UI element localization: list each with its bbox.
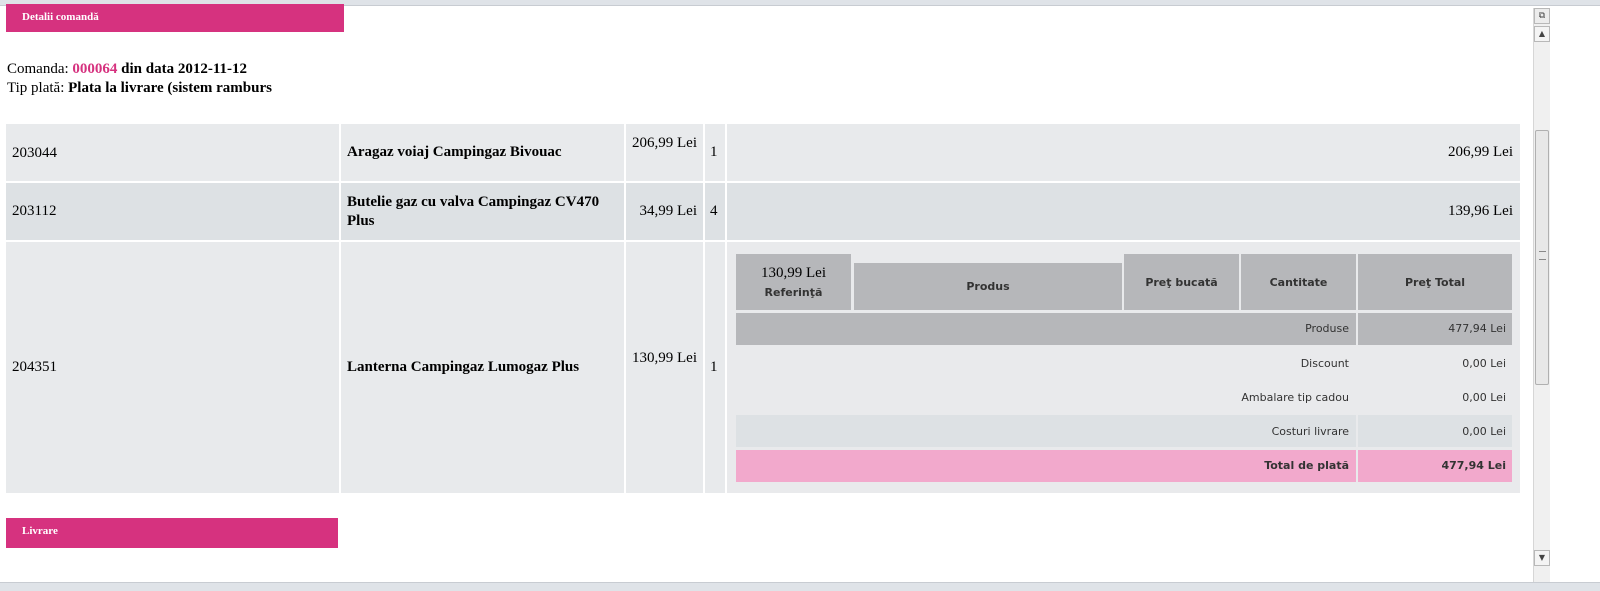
gift-label: Ambalare tip cadou	[1241, 391, 1349, 404]
table-row-3-unit-price: 130,99 Lei	[626, 242, 703, 493]
total-label: Total de plată	[1264, 459, 1349, 472]
table-row-2-total: 139,96 Lei	[727, 183, 1520, 240]
section-header-order-details: Detalii comandă	[6, 4, 344, 32]
table-row-1-product: Aragaz voiaj Campingaz Bivouac	[341, 124, 624, 181]
summary-shipping-value: 0,00 Lei	[1358, 415, 1512, 447]
item-ref: 203044	[12, 145, 57, 161]
item-unit-price: 206,99 Lei	[632, 135, 697, 151]
section-title: Livrare	[22, 525, 58, 537]
item-qty: 1	[710, 144, 718, 160]
scroll-up-button[interactable]: ▲	[1534, 26, 1550, 42]
summary-gift-label: Ambalare tip cadou	[736, 381, 1356, 413]
payment-label: Tip plată:	[7, 80, 69, 96]
table-row-2-unit-price: 34,99 Lei	[626, 183, 703, 240]
total-value: 477,94 Lei	[1441, 459, 1506, 472]
summary-total-label: Total de plată	[736, 450, 1356, 482]
item-product: Butelie gaz cu valva Campingaz CV470 Plu…	[347, 194, 600, 229]
table-header-qty: Cantitate	[1241, 254, 1356, 310]
products-label: Produse	[1305, 322, 1349, 335]
window-top-border	[0, 0, 1600, 6]
table-row-3-product: Lanterna Campingaz Lumogaz Plus	[341, 242, 624, 493]
shipping-label: Costuri livrare	[1271, 425, 1349, 438]
table-header-product: Produs	[854, 263, 1122, 310]
item-unit-price: 130,99 Lei	[632, 350, 697, 366]
products-value: 477,94 Lei	[1448, 322, 1506, 335]
payment-line: Tip plată: Plata la livrare (sistem ramb…	[7, 79, 272, 98]
item-product: Lanterna Campingaz Lumogaz Plus	[347, 359, 580, 375]
grip-icon	[1539, 251, 1546, 260]
table-row-2-qty: 4	[705, 183, 725, 240]
table-header-qty-label: Cantitate	[1269, 275, 1328, 289]
summary-total-value: 477,94 Lei	[1358, 450, 1512, 482]
summary-discount-label: Discount	[736, 347, 1356, 379]
table-header-product-label: Produs	[966, 280, 1010, 293]
item-qty: 4	[710, 203, 718, 219]
shipping-value: 0,00 Lei	[1462, 425, 1506, 438]
order-line: Comanda: 000064 din data 2012-11-12	[7, 60, 272, 79]
item-product: Aragaz voiaj Campingaz Bivouac	[347, 144, 562, 160]
item-total-inline: 130,99 Lei	[761, 265, 826, 281]
discount-value: 0,00 Lei	[1462, 357, 1506, 370]
table-row-1-unit-price: 206,99 Lei	[626, 124, 703, 181]
table-row-3-qty: 1	[705, 242, 725, 493]
vertical-scrollbar[interactable]: ⧉ ▲ ▼	[1533, 8, 1550, 582]
table-header-unit-price-label: Preţ bucată	[1145, 275, 1218, 289]
inner-header-ref-cell: 130,99 Lei Referinţă	[736, 254, 851, 310]
summary-gift-value: 0,00 Lei	[1358, 381, 1512, 413]
item-ref: 203112	[12, 203, 57, 219]
item-total: 206,99 Lei	[1448, 144, 1513, 160]
table-row-3-ref: 204351	[6, 242, 339, 493]
table-row-1-ref: 203044	[6, 124, 339, 181]
item-unit-price: 34,99 Lei	[639, 203, 698, 219]
scroll-down-button[interactable]: ▼	[1534, 550, 1550, 566]
table-header-unit-price: Preţ bucată	[1124, 254, 1239, 310]
section-title: Detalii comandă	[22, 11, 99, 23]
table-row-1-qty: 1	[705, 124, 725, 181]
table-row-1-total: 206,99 Lei	[727, 124, 1520, 181]
table-header-total-label: Preţ Total	[1404, 275, 1466, 289]
order-label: Comanda:	[7, 61, 73, 77]
item-qty: 1	[710, 359, 718, 375]
table-row-2-ref: 203112	[6, 183, 339, 240]
window-bottom-border	[0, 582, 1600, 591]
order-info: Comanda: 000064 din data 2012-11-12 Tip …	[7, 60, 272, 98]
compatibility-icon[interactable]: ⧉	[1534, 8, 1550, 24]
table-header-total: Preţ Total	[1358, 254, 1512, 310]
summary-products-label: Produse	[736, 313, 1356, 345]
order-date: din data 2012-11-12	[117, 61, 248, 77]
summary-products-value: 477,94 Lei	[1358, 313, 1512, 345]
summary-discount-value: 0,00 Lei	[1358, 347, 1512, 379]
table-header-ref: Referinţă	[764, 286, 823, 299]
section-header-delivery: Livrare	[6, 518, 338, 548]
item-total: 139,96 Lei	[1448, 203, 1513, 219]
payment-value: Plata la livrare (sistem ramburs	[68, 80, 272, 96]
item-ref: 204351	[12, 359, 57, 375]
scrollbar-thumb[interactable]	[1535, 130, 1549, 385]
summary-shipping-label: Costuri livrare	[736, 415, 1356, 447]
discount-label: Discount	[1300, 357, 1349, 370]
order-number: 000064	[72, 61, 118, 77]
table-row-2-product: Butelie gaz cu valva Campingaz CV470 Plu…	[341, 183, 624, 240]
gift-value: 0,00 Lei	[1462, 391, 1506, 404]
